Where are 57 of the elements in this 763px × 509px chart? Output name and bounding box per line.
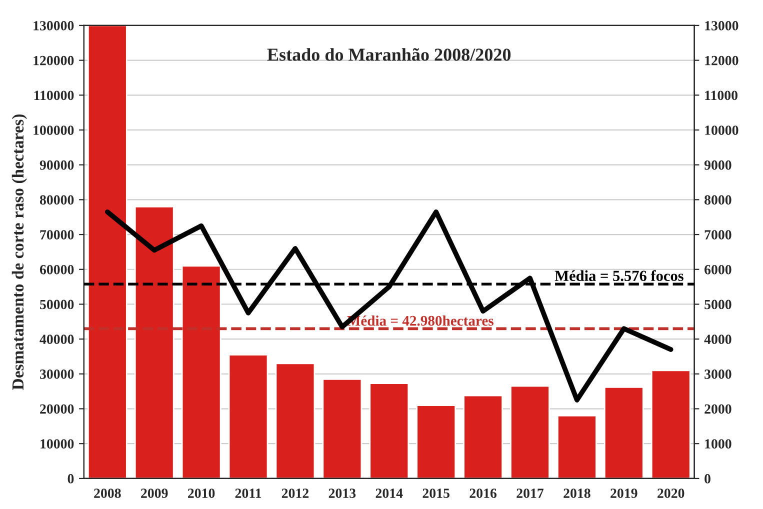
- y-tick-label: 90000: [40, 160, 74, 170]
- text: Estado do Maranhão 2008/2020: [267, 48, 511, 61]
- x-tick-label: 2019: [610, 488, 638, 498]
- y2-tick-label: 9000: [704, 160, 732, 170]
- x-tick-label: 2012: [282, 488, 309, 498]
- y-tick-label: 110000: [34, 90, 74, 100]
- x-tick-label: 2013: [328, 488, 356, 498]
- y2-tick-label: 7000: [704, 230, 732, 240]
- y-tick-label: 60000: [40, 264, 74, 274]
- x-tick-label: 2009: [141, 488, 168, 498]
- y2-tick-label: 13000: [705, 21, 738, 30]
- x-tick-label: 2016: [470, 488, 497, 498]
- y2-tick-label: 6000: [704, 264, 732, 274]
- bar: [650, 370, 691, 478]
- bar: [134, 206, 174, 478]
- ref-line-label: Média = 5.576 focos: [554, 270, 684, 282]
- x-tick-label: 2011: [235, 488, 262, 498]
- bar: [228, 354, 268, 478]
- y-tick-label: 50000: [40, 300, 74, 310]
- y-tick-label: 40000: [40, 334, 74, 344]
- y-tick-label: 100000: [34, 126, 74, 135]
- bar: [275, 362, 316, 478]
- bar: [604, 386, 644, 478]
- bar: [87, 25, 128, 478]
- y2-tick-label: 1000: [705, 439, 732, 449]
- x-tick-label: 2014: [376, 488, 403, 498]
- bar: [181, 265, 222, 478]
- y2-tick-label: 11000: [705, 90, 738, 100]
- y2-tick-label: 12000: [705, 56, 738, 66]
- bar: [557, 415, 597, 478]
- y2-tick-label: 10000: [705, 126, 738, 135]
- x-tick-label: 2010: [188, 488, 215, 498]
- bar: [463, 394, 503, 478]
- y2-tick-label: 3000: [704, 370, 732, 379]
- y-tick-label: 10000: [40, 439, 74, 449]
- y-tick-label: 20000: [40, 404, 74, 414]
- x-tick-label: 2015: [422, 488, 450, 498]
- y2-tick-label: 2000: [704, 404, 732, 414]
- y-tick-label: 30000: [40, 370, 74, 379]
- bar: [416, 404, 456, 478]
- y-axis-title: Desmatamento de corte raso (hectares): [12, 114, 27, 390]
- bar: [510, 385, 550, 478]
- y2-tick-label: 8000: [704, 195, 732, 205]
- x-tick-label: 2020: [658, 488, 684, 498]
- y2-tick-label: 4000: [704, 334, 732, 344]
- y-tick-label: 80000: [40, 195, 74, 205]
- x-tick-label: 2018: [564, 488, 590, 498]
- y-tick-label: 120000: [34, 56, 74, 66]
- y-tick-label: 0: [68, 474, 74, 484]
- bar: [322, 378, 362, 478]
- y-tick-label: 130000: [34, 21, 74, 30]
- y-tick-label: 70000: [40, 230, 74, 240]
- bar: [369, 382, 410, 478]
- x-tick-label: 2017: [516, 488, 544, 498]
- y2-tick-label: 0: [704, 474, 710, 484]
- y2-tick-label: 5000: [704, 300, 732, 310]
- x-tick-label: 2008: [94, 488, 121, 498]
